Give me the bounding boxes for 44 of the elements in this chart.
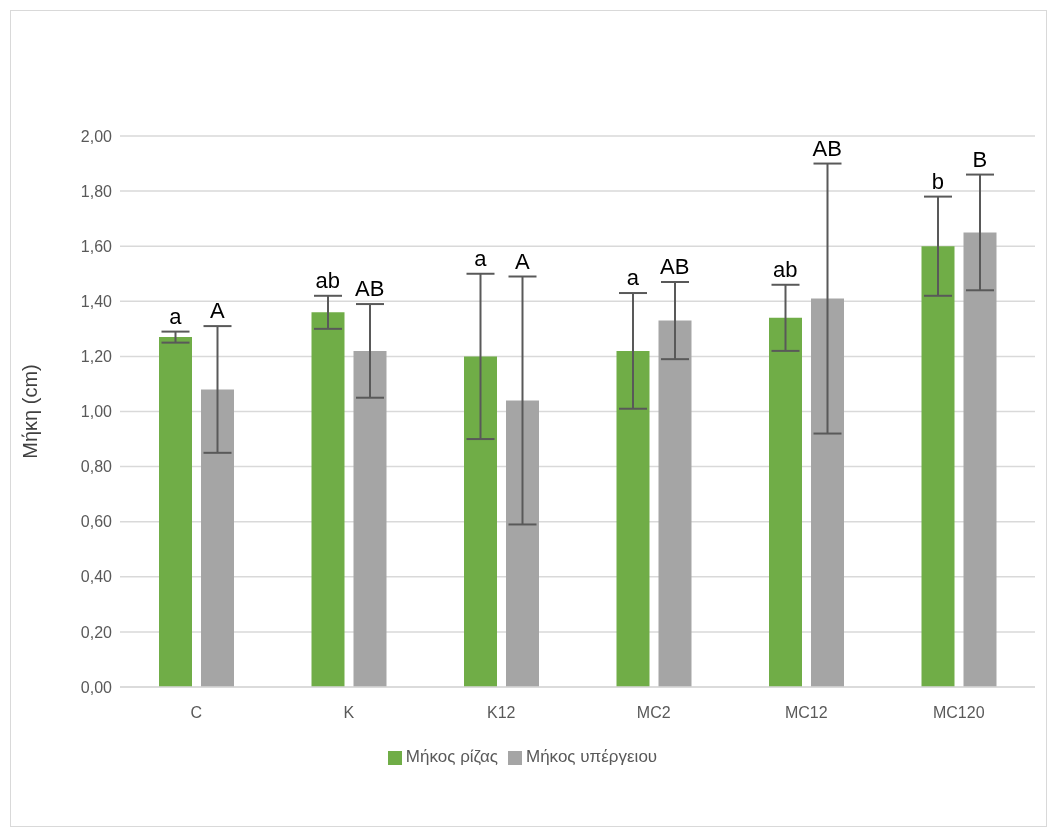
bar — [963, 232, 997, 687]
x-tick-label: C — [190, 704, 203, 722]
annotation: A — [209, 298, 225, 324]
bar — [811, 298, 844, 687]
annotation: A — [514, 248, 530, 274]
annotation: ab — [773, 256, 798, 282]
x-tick-label: MC2 — [636, 704, 671, 722]
annotation: a — [626, 265, 640, 291]
bar — [769, 317, 802, 687]
bar — [506, 400, 539, 687]
bar — [658, 320, 692, 687]
bar — [201, 389, 234, 687]
bar — [464, 356, 497, 687]
y-tick-label: 2,00 — [80, 127, 113, 145]
y-tick-label: 1,60 — [80, 237, 113, 255]
annotation: B — [972, 146, 988, 172]
y-tick-label: 0,60 — [80, 513, 113, 531]
y-tick-label: 1,00 — [80, 403, 113, 421]
annotation: AB — [660, 254, 690, 280]
y-tick-label: 0,80 — [80, 458, 113, 476]
x-tick-label: MC12 — [784, 704, 828, 722]
annotation: a — [169, 303, 183, 329]
annotation: a — [474, 245, 488, 271]
legend-label: Μήκος ρίζας — [405, 747, 498, 766]
bar — [159, 337, 192, 687]
annotation: AB — [812, 135, 842, 161]
bar — [353, 350, 387, 687]
y-tick-label: 1,80 — [80, 182, 113, 200]
bar — [921, 246, 955, 687]
bar — [311, 312, 345, 687]
x-tick-label: K — [343, 704, 355, 722]
y-tick-label: 1,20 — [80, 348, 113, 366]
legend-label: Μήκος υπέργειου — [525, 747, 658, 766]
x-tick-label: MC120 — [932, 704, 985, 722]
y-tick-label: 0,20 — [80, 623, 113, 641]
bar — [616, 350, 650, 687]
y-tick-label: 0,40 — [80, 568, 113, 586]
annotation: ab — [315, 267, 340, 293]
annotation: AB — [355, 276, 385, 302]
x-tick-label: K12 — [487, 704, 516, 722]
y-axis-title: Μήκη (cm) — [19, 364, 42, 459]
annotation: b — [931, 168, 944, 194]
y-tick-label: 0,00 — [80, 678, 113, 696]
y-tick-label: 1,40 — [80, 292, 113, 310]
